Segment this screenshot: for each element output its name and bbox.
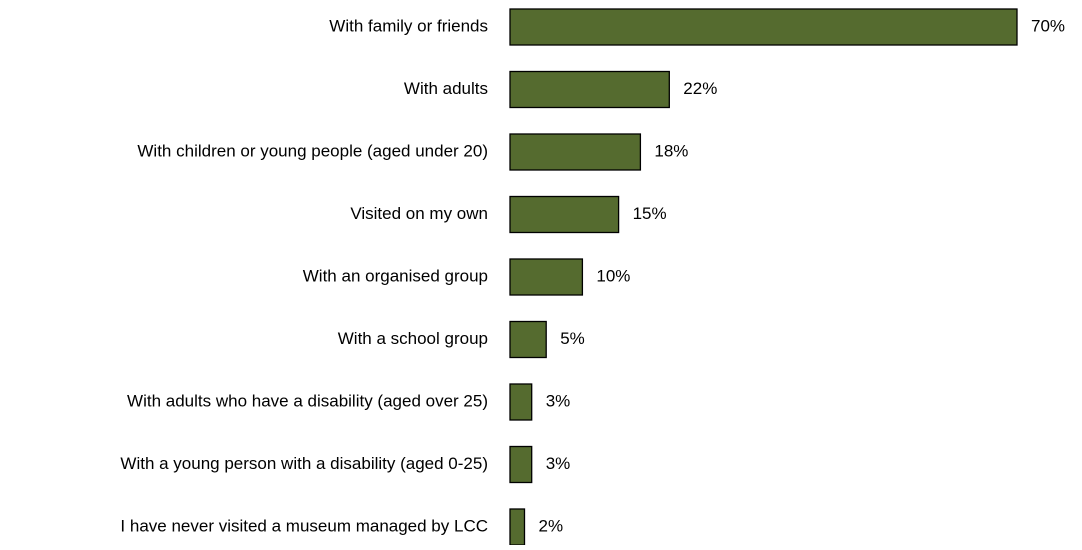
category-label-2: With children or young people (aged unde… [137,141,488,160]
bar-2 [510,134,640,170]
category-label-6: With adults who have a disability (aged … [127,391,488,410]
bar-3 [510,197,619,233]
category-label-7: With a young person with a disability (a… [120,454,488,473]
category-label-0: With family or friends [329,16,488,35]
value-label-5: 5% [560,329,585,348]
category-labels-layer: With family or friends With adults With ch… [120,16,488,535]
category-label-8: I have never visited a museum managed by… [120,516,488,535]
value-label-2: 18% [654,141,688,160]
value-label-4: 10% [596,266,630,285]
bar-6 [510,384,532,420]
bar-4 [510,259,582,295]
value-label-8: 2% [539,516,564,535]
value-label-3: 15% [633,204,667,223]
category-label-1: With adults [404,79,488,98]
bar-0 [510,9,1017,45]
value-label-6: 3% [546,391,571,410]
value-label-0: 70% [1031,16,1065,35]
bar-5 [510,322,546,358]
category-label-3: Visited on my own [350,204,488,223]
value-label-1: 22% [683,79,717,98]
bar-1 [510,72,669,108]
bars-layer [510,9,1017,545]
category-label-5: With a school group [338,329,488,348]
bar-8 [510,509,525,545]
value-label-7: 3% [546,454,571,473]
category-label-4: With an organised group [303,266,488,285]
bar-7 [510,447,532,483]
